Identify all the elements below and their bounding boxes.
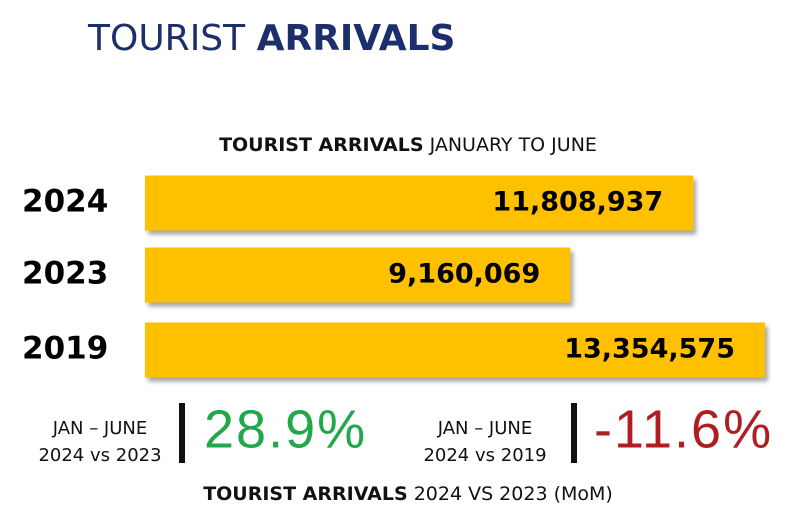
footer: TOURIST ARRIVALS 2024 VS 2023 (MoM)	[203, 483, 613, 505]
footer-part: 2024 VS 2023 (MoM)	[414, 483, 613, 505]
chart-title: TOURIST ARRIVALS	[87, 18, 455, 59]
annotation-line: JAN – JUNE	[437, 418, 533, 439]
annotation-value: 28.9%	[204, 399, 367, 459]
bar	[145, 247, 571, 303]
value-label: 11,808,937	[492, 187, 663, 218]
divider	[179, 403, 185, 463]
bar	[145, 322, 765, 378]
footer-part: TOURIST ARRIVALS	[203, 483, 407, 505]
annotation-line: 2024 vs 2023	[38, 445, 161, 466]
title-part: TOURIST	[87, 18, 246, 59]
annotation-line: 2024 vs 2019	[423, 445, 546, 466]
subtitle-part: JANUARY TO JUNE	[429, 134, 597, 156]
category-label: 2024	[22, 184, 108, 220]
value-label: 13,354,575	[564, 334, 735, 365]
value-label: 9,160,069	[388, 259, 540, 290]
divider	[571, 403, 577, 463]
subtitle-part: TOURIST ARRIVALS	[219, 134, 423, 156]
annotation-value: -11.6%	[594, 399, 773, 459]
title-part: ARRIVALS	[257, 18, 456, 59]
annotation-line: JAN – JUNE	[52, 418, 148, 439]
category-label: 2019	[22, 331, 108, 367]
category-label: 2023	[22, 256, 108, 292]
subtitle: TOURIST ARRIVALS JANUARY TO JUNE	[219, 134, 597, 156]
bar	[145, 175, 694, 231]
